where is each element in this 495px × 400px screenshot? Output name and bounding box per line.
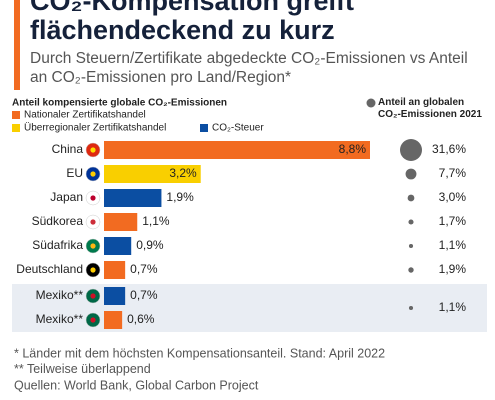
bar	[104, 189, 162, 207]
value-label: 0,6%	[127, 312, 155, 326]
legend-label: CO₂-Steuer	[212, 123, 264, 134]
legend-swatch	[12, 124, 20, 132]
flag-detail	[90, 267, 96, 273]
category-label: Japan	[50, 190, 83, 204]
bar	[104, 237, 132, 255]
legend-swatch	[12, 111, 20, 119]
share-label: 31,6%	[432, 142, 466, 156]
accent-bar	[14, 0, 20, 90]
category-label: Südafrika	[32, 238, 83, 252]
bar	[104, 141, 370, 159]
category-label: China	[52, 142, 84, 156]
share-legend: Anteil an globalen CO₂-Emissionen 2021	[378, 97, 482, 120]
footnote: Quellen: World Bank, Global Carbon Proje…	[14, 378, 259, 392]
legend-title: Anteil kompensierte globale CO₂-Emission…	[12, 98, 227, 109]
share-label: 1,9%	[439, 262, 467, 276]
legend-label: Nationaler Zertifikatshandel	[24, 110, 146, 121]
footnote: * Länder mit dem höchsten Kompensationsa…	[14, 346, 385, 360]
flag-detail	[90, 219, 96, 225]
flag-detail	[90, 317, 96, 323]
share-label: 1,1%	[439, 238, 467, 252]
bar	[104, 311, 123, 329]
bar	[104, 213, 138, 231]
bar	[104, 287, 126, 305]
flag-detail	[90, 147, 96, 153]
bubble	[407, 194, 415, 202]
footnote: ** Teilweise überlappend	[14, 362, 151, 376]
category-label: Südkorea	[32, 214, 84, 228]
flag-detail	[90, 195, 96, 201]
share-label: 1,7%	[439, 214, 467, 228]
share-label: 3,0%	[439, 190, 467, 204]
value-label: 1,9%	[166, 190, 194, 204]
category-label: Mexiko**	[36, 288, 84, 302]
value-label: 3,2%	[169, 166, 197, 180]
flag-detail	[90, 243, 96, 249]
bubble	[408, 305, 414, 311]
value-label: 0,7%	[130, 288, 158, 302]
bubble	[408, 219, 414, 225]
bar	[104, 165, 201, 183]
value-label: 8,8%	[339, 142, 367, 156]
bar	[104, 261, 126, 279]
share-label: 7,7%	[439, 166, 467, 180]
value-label: 0,9%	[136, 238, 164, 252]
flag-detail	[90, 293, 96, 299]
value-label: 0,7%	[130, 262, 158, 276]
flag-detail	[90, 171, 96, 177]
legend-swatch	[200, 124, 208, 132]
bubble	[405, 168, 417, 180]
value-label: 1,1%	[142, 214, 170, 228]
category-label: EU	[66, 166, 83, 180]
legend-dot	[366, 98, 376, 108]
row-highlight	[12, 284, 487, 332]
bubble	[400, 139, 422, 161]
chart-subtitle: Durch Steuern/Zertifikate abgedeckte CO₂…	[30, 50, 468, 86]
chart-title: CO₂-Kompensation greift flächendeckend z…	[30, 0, 354, 45]
bubble	[408, 243, 414, 249]
share-label: 1,1%	[439, 300, 467, 314]
category-label: Mexiko**	[36, 312, 84, 326]
bubble	[408, 267, 414, 273]
legend-label: Überregionaler Zertifikatshandel	[24, 122, 166, 134]
category-label: Deutschland	[16, 262, 83, 276]
